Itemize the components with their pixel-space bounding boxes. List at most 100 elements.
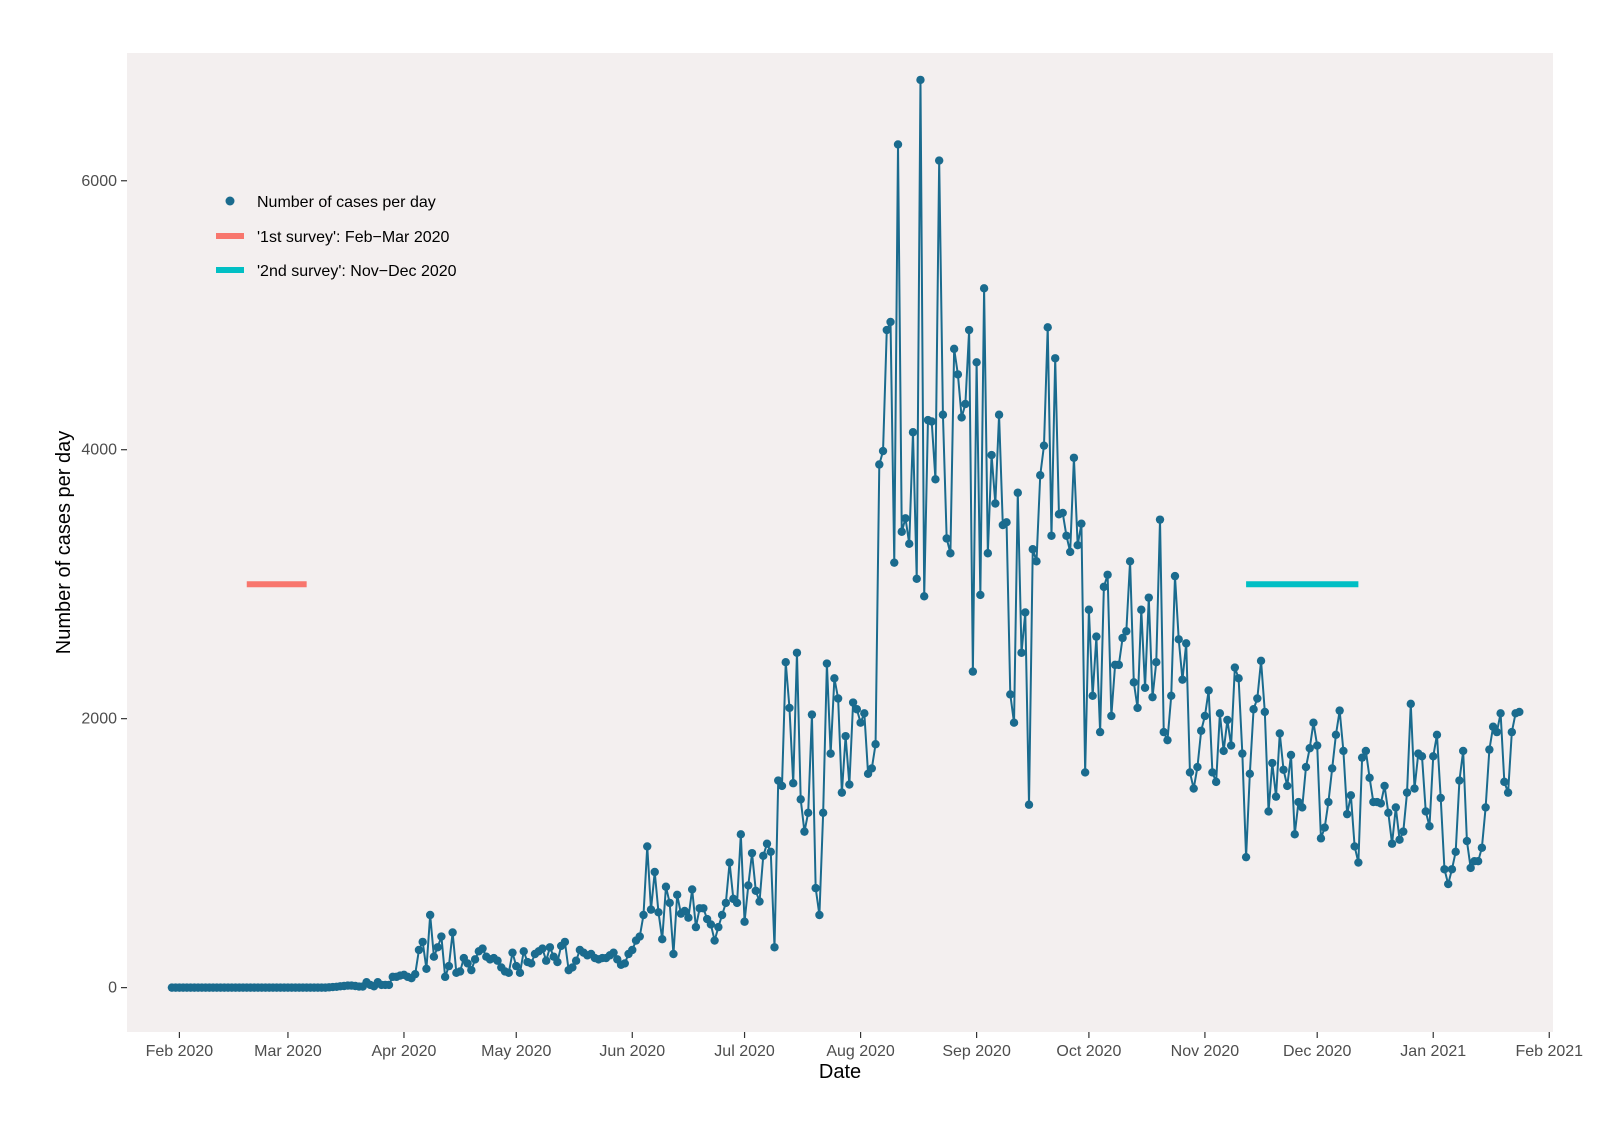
cases-point xyxy=(1238,749,1247,758)
cases-series xyxy=(167,75,1524,992)
cases-point xyxy=(1444,879,1453,889)
cases-point xyxy=(938,410,948,419)
cases-point xyxy=(463,959,472,968)
cases-point xyxy=(968,667,978,676)
cases-point xyxy=(916,75,925,85)
x-tick-label: Apr 2020 xyxy=(371,1043,436,1060)
legend-item: '1st survey': Feb−Mar 2020 xyxy=(216,229,450,246)
cases-point xyxy=(751,886,760,895)
cases-point xyxy=(1230,663,1240,672)
cases-point xyxy=(1092,632,1101,641)
cases-point xyxy=(448,928,457,937)
x-tick-label: Feb 2020 xyxy=(146,1043,214,1060)
cases-point xyxy=(1313,741,1322,750)
y-axis: 0 2000 4000 6000 xyxy=(81,173,127,997)
cases-point xyxy=(1137,605,1146,614)
cases-point xyxy=(886,317,895,327)
cases-point xyxy=(871,740,880,749)
cases-point xyxy=(425,910,435,920)
cases-point xyxy=(1234,674,1243,683)
cases-point xyxy=(1185,768,1195,777)
cases-point xyxy=(897,527,906,536)
cases-point xyxy=(512,961,521,971)
cases-point xyxy=(744,881,753,890)
x-tick-label: Feb 2021 xyxy=(1515,1043,1583,1060)
cases-point xyxy=(1167,691,1176,700)
cases-point xyxy=(983,549,993,558)
cases-point xyxy=(1211,777,1221,787)
cases-point xyxy=(1032,557,1041,566)
cases-point xyxy=(860,709,869,718)
cases-point xyxy=(515,968,525,978)
cases-point xyxy=(759,851,768,861)
cases-point xyxy=(1342,809,1352,819)
cases-point xyxy=(1084,605,1094,614)
cases-point xyxy=(957,413,966,422)
cases-point xyxy=(672,890,682,900)
cases-point xyxy=(1387,839,1397,848)
cases-point xyxy=(429,952,439,961)
cases-point xyxy=(1339,746,1348,756)
cases-point xyxy=(478,944,487,953)
cases-point xyxy=(527,959,536,968)
cases-point xyxy=(422,964,431,973)
cases-point xyxy=(1122,627,1131,636)
cases-point xyxy=(717,910,727,920)
cases-point xyxy=(1051,354,1060,363)
cases-point xyxy=(1129,678,1139,687)
cases-point xyxy=(1114,660,1124,670)
cases-point xyxy=(732,898,742,908)
x-tick-label: Dec 2020 xyxy=(1283,1043,1352,1060)
cases-point xyxy=(905,539,914,549)
cases-point xyxy=(1080,768,1090,777)
cases-point xyxy=(650,867,659,877)
cases-point xyxy=(1268,758,1277,768)
cases-point xyxy=(1455,776,1464,785)
legend-label: Number of cases per day xyxy=(257,194,436,211)
cases-point xyxy=(1133,703,1142,713)
cases-point xyxy=(1256,656,1266,666)
x-tick-label: Jun 2020 xyxy=(599,1043,665,1060)
cases-point xyxy=(1036,471,1045,480)
cases-point xyxy=(1500,777,1509,787)
cases-point xyxy=(609,948,618,957)
cases-point xyxy=(833,694,843,703)
cases-point xyxy=(1271,792,1281,801)
cases-point xyxy=(1410,784,1419,793)
cases-point xyxy=(994,410,1004,419)
cases-point xyxy=(1283,781,1292,791)
cases-point xyxy=(1009,718,1019,727)
cases-point xyxy=(785,703,794,713)
cases-point xyxy=(901,514,910,523)
cases-point xyxy=(1088,691,1097,700)
cases-point xyxy=(1365,773,1374,783)
cases-point xyxy=(961,399,970,409)
cases-point xyxy=(1174,635,1183,644)
cases-point xyxy=(1451,847,1460,856)
cases-point xyxy=(1395,835,1404,844)
cases-point xyxy=(815,910,824,920)
cases-point xyxy=(1309,718,1318,727)
cases-point xyxy=(811,883,820,893)
cases-point xyxy=(1039,441,1049,450)
cases-point xyxy=(710,936,719,945)
cases-point xyxy=(912,574,921,584)
cases-point xyxy=(1421,807,1430,816)
cases-point xyxy=(890,558,899,567)
cases-point xyxy=(893,140,903,149)
cases-point xyxy=(800,827,809,836)
cases-point xyxy=(1279,765,1288,774)
cases-point xyxy=(1477,843,1487,852)
cases-point xyxy=(796,795,805,804)
legend-key-point xyxy=(225,196,235,206)
cases-point xyxy=(1219,746,1228,756)
legend-label: '2nd survey': Nov−Dec 2020 xyxy=(257,263,457,280)
cases-point xyxy=(1178,675,1187,684)
cases-point xyxy=(1043,323,1052,332)
legend-label: '1st survey': Feb−Mar 2020 xyxy=(257,229,450,246)
cases-point xyxy=(875,460,884,469)
cases-point xyxy=(725,858,734,867)
cases-point xyxy=(691,922,701,932)
cases-point xyxy=(747,848,757,858)
